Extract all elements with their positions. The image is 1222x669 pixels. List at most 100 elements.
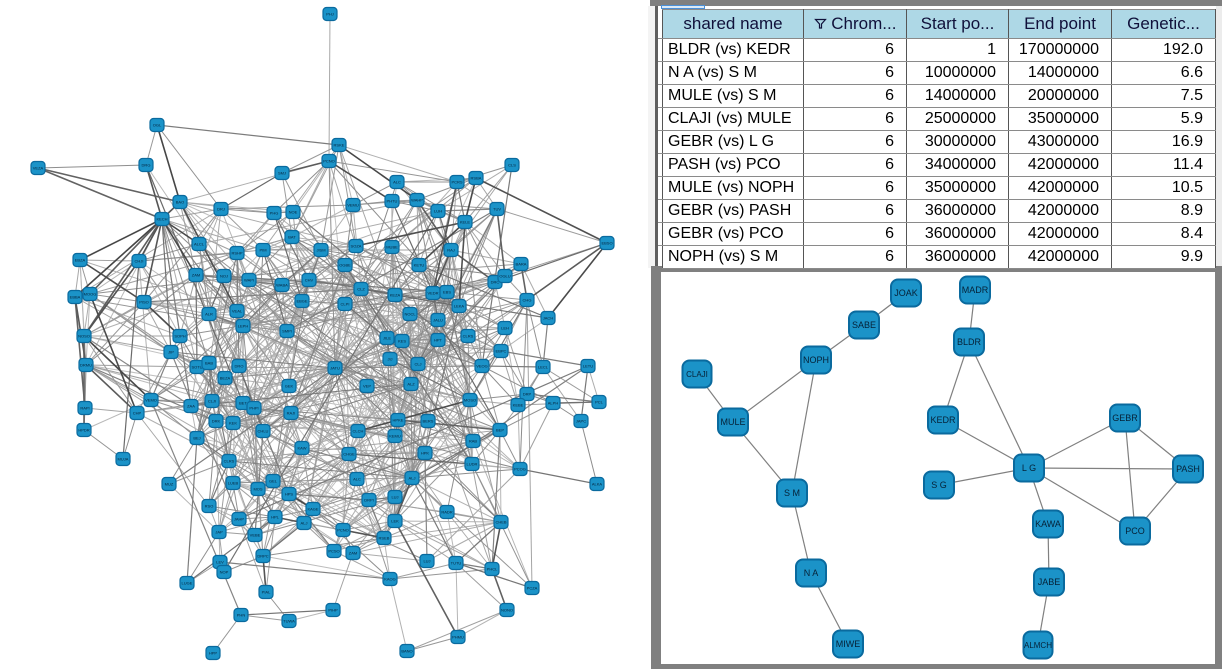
svg-text:BEJ: BEJ xyxy=(193,436,200,441)
svg-text:GEK: GEK xyxy=(285,384,294,389)
svg-text:TUWA: TUWA xyxy=(283,619,295,624)
svg-text:KEMU: KEMU xyxy=(389,434,401,439)
svg-text:LEPH: LEPH xyxy=(238,324,249,329)
svg-text:RSBA: RSBA xyxy=(471,176,482,181)
svg-text:HPT: HPT xyxy=(434,338,443,343)
svg-text:RSEB: RSEB xyxy=(379,536,390,541)
svg-text:DRK: DRK xyxy=(212,419,221,424)
svg-text:CLZ: CLZ xyxy=(357,287,365,292)
svg-text:CLCH: CLCH xyxy=(353,429,364,434)
svg-text:ALCL: ALCL xyxy=(194,242,205,247)
svg-text:DRC: DRC xyxy=(491,280,500,285)
svg-text:TUTU: TUTU xyxy=(451,561,462,566)
svg-text:MOOG: MOOG xyxy=(84,292,97,297)
svg-text:NOSO: NOSO xyxy=(78,334,90,339)
svg-text:CLS: CLS xyxy=(508,163,516,168)
svg-text:VEMO: VEMO xyxy=(145,398,157,403)
svg-text:MOSO: MOSO xyxy=(464,398,476,403)
svg-text:EBBA: EBBA xyxy=(70,295,81,300)
svg-text:ZAA: ZAA xyxy=(187,404,195,409)
svg-text:CLRS: CLRS xyxy=(463,334,474,339)
svg-text:S M: S M xyxy=(784,488,800,498)
svg-text:PCO: PCO xyxy=(1125,526,1145,536)
svg-text:WAHP: WAHP xyxy=(411,198,423,203)
svg-text:JIJ: JIJ xyxy=(387,357,392,362)
svg-text:PHMU: PHMU xyxy=(452,635,464,640)
svg-text:SMPI: SMPI xyxy=(282,329,292,334)
svg-text:PIM: PIM xyxy=(259,248,266,253)
svg-text:NOJ: NOJ xyxy=(220,274,228,279)
svg-text:LEK: LEK xyxy=(391,519,399,524)
svg-text:BERS: BERS xyxy=(423,419,434,424)
svg-text:DRG: DRG xyxy=(142,163,151,168)
svg-text:EBGE: EBGE xyxy=(296,299,307,304)
svg-text:JISM: JISM xyxy=(316,248,325,253)
svg-text:CHGE: CHGE xyxy=(343,452,355,457)
svg-text:BET: BET xyxy=(239,401,247,406)
svg-text:KECH: KECH xyxy=(156,217,167,222)
svg-text:CHV: CHV xyxy=(305,278,314,283)
svg-text:VEAL: VEAL xyxy=(232,309,243,314)
svg-text:ALKA: ALKA xyxy=(592,482,603,487)
svg-text:ALJ: ALJ xyxy=(301,521,308,526)
svg-text:PASH: PASH xyxy=(1176,464,1200,474)
svg-text:JACH: JACH xyxy=(543,316,554,321)
svg-text:DRPI: DRPI xyxy=(364,498,374,503)
svg-text:MUJA: MUJA xyxy=(118,457,129,462)
svg-text:BEZA: BEZA xyxy=(220,376,231,381)
svg-text:SOZA: SOZA xyxy=(351,244,362,249)
svg-text:MULE: MULE xyxy=(720,417,745,427)
svg-text:EBS: EBS xyxy=(443,290,451,295)
svg-text:KEK: KEK xyxy=(229,421,237,426)
svg-text:HPL: HPL xyxy=(271,515,280,520)
svg-text:BEP: BEP xyxy=(496,428,504,433)
svg-text:ALC: ALC xyxy=(353,477,361,482)
svg-text:TUV: TUV xyxy=(493,207,501,212)
svg-text:BAO: BAO xyxy=(176,200,184,205)
svg-text:NOPH: NOPH xyxy=(803,355,829,365)
svg-text:PISO: PISO xyxy=(139,300,149,305)
svg-text:KEZA: KEZA xyxy=(390,293,401,298)
svg-text:KAW: KAW xyxy=(298,446,307,451)
svg-text:CHP: CHP xyxy=(133,411,142,416)
svg-text:KAGE: KAGE xyxy=(307,507,318,512)
svg-text:ALC: ALC xyxy=(393,180,401,185)
svg-text:LUJ: LUJ xyxy=(391,495,398,500)
svg-text:HPP: HPP xyxy=(209,651,218,656)
svg-text:PCL: PCL xyxy=(595,400,604,405)
svg-text:MUBE: MUBE xyxy=(386,245,398,250)
svg-text:L G: L G xyxy=(1022,463,1036,473)
svg-text:NONO: NONO xyxy=(501,608,513,613)
svg-text:PHCL: PHCL xyxy=(487,567,498,572)
svg-text:PHPI: PHPI xyxy=(249,406,258,411)
svg-text:GEBR: GEBR xyxy=(1112,413,1138,423)
svg-text:CHEB: CHEB xyxy=(495,520,506,525)
svg-text:LUJ: LUJ xyxy=(423,559,430,564)
svg-text:PHTU: PHTU xyxy=(387,199,398,204)
svg-text:RSKE: RSKE xyxy=(334,143,345,148)
svg-text:VEMU: VEMU xyxy=(347,203,359,208)
svg-text:EBZA: EBZA xyxy=(75,258,86,263)
svg-text:KAWA: KAWA xyxy=(1035,519,1061,529)
svg-text:HPS: HPS xyxy=(285,492,294,497)
svg-text:VEP: VEP xyxy=(363,384,371,389)
svg-text:PHN: PHN xyxy=(237,613,246,618)
svg-text:LUH: LUH xyxy=(434,209,442,214)
svg-text:BLDR: BLDR xyxy=(957,337,982,347)
svg-text:WABA: WABA xyxy=(276,283,288,288)
svg-text:JAP: JAP xyxy=(215,530,223,535)
svg-text:PIHP: PIHP xyxy=(328,608,338,613)
svg-text:JAHP: JAHP xyxy=(234,517,245,522)
svg-text:MUZ: MUZ xyxy=(165,482,174,487)
svg-text:BANO: BANO xyxy=(401,649,412,654)
svg-text:CLPI: CLPI xyxy=(341,302,350,307)
svg-text:LEKA: LEKA xyxy=(454,304,465,309)
svg-text:KETU: KETU xyxy=(414,263,425,268)
svg-text:SOTU: SOTU xyxy=(191,365,202,370)
svg-text:LEV: LEV xyxy=(216,560,224,565)
svg-text:LUDR: LUDR xyxy=(467,462,478,467)
svg-text:CHJI: CHJI xyxy=(135,259,144,264)
svg-text:VEBE: VEBE xyxy=(250,533,261,538)
svg-text:N A: N A xyxy=(804,568,819,578)
svg-text:CLJ: CLJ xyxy=(414,362,421,367)
